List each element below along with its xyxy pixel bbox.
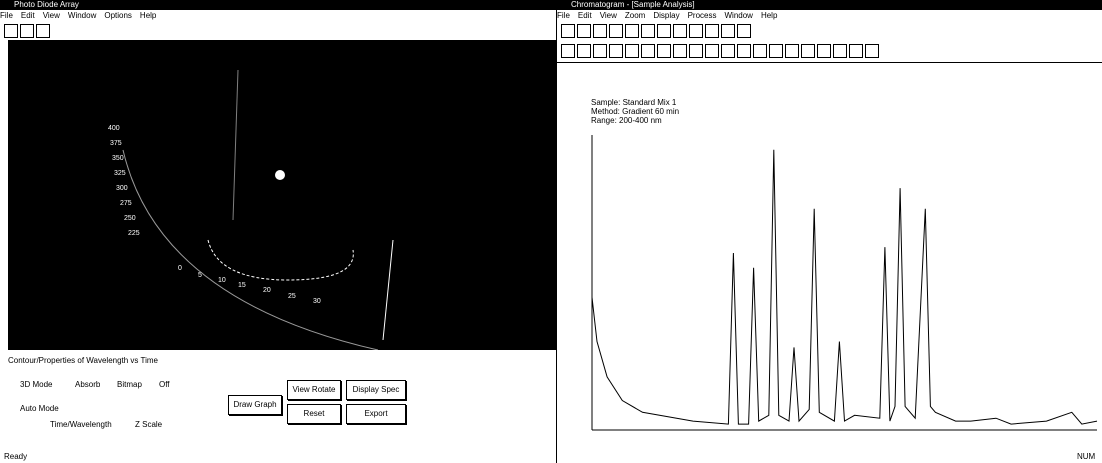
menu-item[interactable]: View	[600, 11, 617, 20]
right-window: Chromatogram - [Sample Analysis] File Edi…	[557, 0, 1102, 463]
svg-text:300: 300	[116, 185, 128, 192]
left-window: Photo Diode Array File Edit View Window Opti…	[0, 0, 557, 463]
menu-item[interactable]: Options	[104, 11, 132, 20]
svg-text:10: 10	[218, 277, 226, 284]
svg-text:375: 375	[110, 140, 122, 147]
tool-button[interactable]	[689, 24, 703, 38]
tool-button[interactable]	[657, 44, 671, 58]
menu-item[interactable]: Help	[140, 11, 156, 20]
button[interactable]: Export	[346, 404, 406, 424]
tool-button[interactable]	[721, 24, 735, 38]
title-bar: Chromatogram - [Sample Analysis]	[557, 0, 1102, 10]
tool-button[interactable]	[625, 44, 639, 58]
info-line: Range: 200-400 nm	[591, 116, 679, 125]
svg-text:325: 325	[114, 170, 126, 177]
menu-item[interactable]: Process	[688, 11, 717, 20]
svg-text:25: 25	[288, 293, 296, 300]
tool-button[interactable]	[561, 24, 575, 38]
menu-bar: File Edit View Zoom Display Process Window Help	[557, 10, 1102, 22]
svg-text:400: 400	[108, 125, 120, 132]
tool-button[interactable]	[577, 24, 591, 38]
menu-item[interactable]: Help	[761, 11, 777, 20]
button[interactable]: Reset	[287, 404, 341, 424]
menu-item[interactable]: Window	[724, 11, 752, 20]
svg-text:250: 250	[124, 215, 136, 222]
tool-button[interactable]	[641, 44, 655, 58]
toolbar	[557, 22, 1102, 42]
tool-button[interactable]	[593, 44, 607, 58]
status-bar: Ready	[4, 452, 27, 461]
menu-item[interactable]: Window	[68, 11, 96, 20]
svg-text:275: 275	[120, 200, 132, 207]
radio-option[interactable]: Absorb	[75, 380, 100, 389]
tool-button[interactable]	[673, 24, 687, 38]
tool-button[interactable]	[705, 44, 719, 58]
tool-button[interactable]	[737, 24, 751, 38]
svg-text:0: 0	[178, 265, 182, 272]
radio-option[interactable]: Time/Wavelength	[50, 420, 112, 429]
tool-button[interactable]	[593, 24, 607, 38]
tool-button[interactable]	[737, 44, 751, 58]
menu-item[interactable]: File	[557, 11, 570, 20]
chromatogram	[557, 125, 1102, 455]
tool-button[interactable]	[769, 44, 783, 58]
status-bar: NUM	[1077, 452, 1095, 461]
svg-text:350: 350	[112, 155, 124, 162]
menu-item[interactable]: View	[43, 11, 60, 20]
mode-label: 3D Mode	[20, 380, 52, 389]
radio-option[interactable]: Off	[159, 380, 170, 389]
radio-option[interactable]: Bitmap	[117, 380, 142, 389]
tool-button[interactable]	[785, 44, 799, 58]
tool-button[interactable]	[753, 44, 767, 58]
menu-item[interactable]: Edit	[21, 11, 35, 20]
menu-item[interactable]: Edit	[578, 11, 592, 20]
tool-button[interactable]	[561, 44, 575, 58]
svg-text:15: 15	[238, 282, 246, 289]
radio-option[interactable]: Z Scale	[135, 420, 162, 429]
tool-button[interactable]	[36, 24, 50, 38]
tool-button[interactable]	[673, 44, 687, 58]
panel-title: Contour/Properties of Wavelength vs Time	[8, 356, 158, 365]
svg-text:30: 30	[313, 298, 321, 305]
tool-button[interactable]	[705, 24, 719, 38]
tool-button[interactable]	[625, 24, 639, 38]
3d-view: 400 375 350 325 300 275 250 225 0 5 10 15 20 25 30	[8, 40, 556, 350]
tool-button[interactable]	[721, 44, 735, 58]
tool-button[interactable]	[577, 44, 591, 58]
page: Photo Diode Array File Edit View Window Opti…	[0, 0, 1102, 463]
svg-text:20: 20	[263, 287, 271, 294]
button[interactable]: View Rotate	[287, 380, 341, 400]
info-line: Sample: Standard Mix 1	[591, 98, 679, 107]
button[interactable]: Draw Graph	[228, 395, 282, 415]
menu-item[interactable]: File	[0, 11, 13, 20]
svg-text:225: 225	[128, 230, 140, 237]
menu-item[interactable]: Zoom	[625, 11, 645, 20]
trace	[592, 150, 1097, 424]
menu-item[interactable]: Display	[653, 11, 679, 20]
axis-label: Auto Mode	[20, 404, 59, 413]
tool-button[interactable]	[833, 44, 847, 58]
tool-button[interactable]	[641, 24, 655, 38]
title-bar: Photo Diode Array	[0, 0, 556, 10]
tool-button[interactable]	[657, 24, 671, 38]
tool-button[interactable]	[801, 44, 815, 58]
svg-text:5: 5	[198, 272, 202, 279]
tool-button[interactable]	[609, 24, 623, 38]
tool-button[interactable]	[865, 44, 879, 58]
toolbar	[557, 42, 1102, 63]
menu-bar: File Edit View Window Options Help	[0, 10, 556, 22]
info-line: Method: Gradient 60 min	[591, 107, 679, 116]
tool-button[interactable]	[689, 44, 703, 58]
toolbar	[0, 22, 556, 42]
tool-button[interactable]	[849, 44, 863, 58]
tool-button[interactable]	[609, 44, 623, 58]
tool-button[interactable]	[817, 44, 831, 58]
tool-button[interactable]	[4, 24, 18, 38]
tool-button[interactable]	[20, 24, 34, 38]
button[interactable]: Display Spec	[346, 380, 406, 400]
